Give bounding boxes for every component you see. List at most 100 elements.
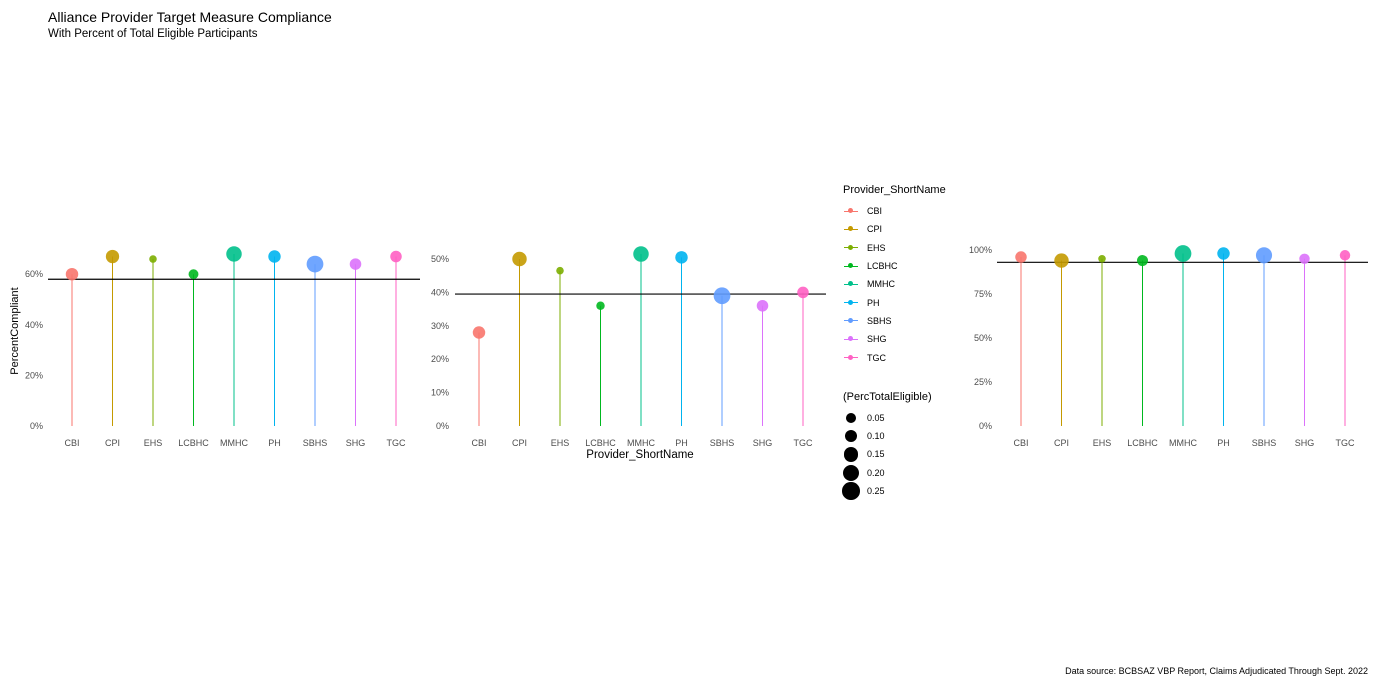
size-legend-label: 0.25 — [867, 486, 885, 496]
y-tick-label: 10% — [431, 388, 449, 398]
size-legend-item: 0.15 — [843, 445, 946, 463]
size-legend-item: 0.20 — [842, 464, 946, 482]
x-tick-label: CBI — [64, 438, 79, 448]
x-tick-label: TGC — [794, 438, 813, 448]
legend-label: MMHC — [867, 279, 895, 290]
y-tick-label: 20% — [25, 370, 43, 380]
x-axis-label: Provider_ShortName — [586, 449, 694, 461]
size-legend-label: 0.20 — [867, 467, 885, 478]
data-point-tgc — [797, 286, 809, 299]
x-tick-label: EHS — [144, 438, 163, 448]
data-point-ehs — [1098, 255, 1106, 263]
y-tick-label: 0% — [30, 421, 43, 431]
x-tick-label: EHS — [1093, 438, 1112, 448]
size-legend-label: 0.05 — [867, 412, 885, 423]
x-tick-label: TGC — [1336, 438, 1355, 448]
size-legend-key — [843, 409, 859, 427]
legend-key — [843, 312, 859, 330]
data-point-cpi — [512, 251, 527, 267]
size-legend: (PercTotalEligible) 0.05 0.10 0.15 0.20 0.25 — [842, 390, 946, 500]
data-point-mmhc — [1174, 245, 1192, 262]
y-tick-label: 100% — [969, 245, 992, 255]
y-tick-label: 0% — [436, 421, 449, 431]
legend-item-shg: SHG — [843, 330, 946, 348]
legend-key — [843, 294, 859, 312]
data-point-tgc — [390, 250, 402, 263]
size-legend-key — [843, 427, 859, 445]
legend-label: TGC — [867, 352, 886, 363]
x-tick-label: LCBHC — [178, 438, 209, 448]
y-tick-label: 40% — [25, 320, 43, 330]
x-tick-label: SHG — [346, 438, 366, 448]
size-legend-label: 0.15 — [867, 449, 885, 460]
size-legend-item: 0.05 — [843, 409, 946, 427]
legend: Provider_ShortName CBI CPI EHS LCBHC MMHC PH S… — [842, 184, 946, 500]
data-point-cbi — [65, 267, 79, 281]
chart-title: Alliance Provider Target Measure Complia… — [48, 9, 332, 25]
data-point-ph — [675, 251, 688, 264]
data-point-lcbhc — [596, 301, 605, 310]
data-point-shg — [349, 258, 362, 270]
legend-label: LCBHC — [867, 261, 898, 272]
x-tick-label: SBHS — [303, 438, 328, 448]
legend-label: CBI — [867, 206, 883, 217]
x-tick-label: MMHC — [1169, 438, 1197, 448]
data-point-tgc — [1339, 250, 1351, 261]
y-tick-label: 20% — [431, 354, 449, 364]
legend-key — [843, 330, 859, 348]
x-tick-label: EHS — [551, 438, 570, 448]
legend-item-cbi: CBI — [843, 202, 946, 220]
x-tick-label: PH — [1217, 438, 1230, 448]
data-point-cbi — [1015, 251, 1027, 263]
size-legend-item: 0.10 — [843, 427, 946, 445]
legend-item-mmhc: MMHC — [843, 275, 946, 293]
x-tick-label: CBI — [1013, 438, 1028, 448]
data-point-ph — [268, 250, 281, 263]
legend-label: EHS — [867, 242, 886, 253]
x-tick-label: MMHC — [220, 438, 248, 448]
size-legend-label: 0.10 — [867, 431, 885, 442]
y-axis-label: PercentCompliant — [9, 287, 21, 375]
y-tick-label: 40% — [431, 287, 449, 297]
size-legend-title: (PercTotalEligible) — [843, 390, 932, 403]
legend-item-sbhs: SBHS — [843, 312, 946, 330]
data-point-sbhs — [1255, 247, 1273, 264]
legend-label: SBHS — [867, 315, 892, 326]
data-point-cpi — [105, 249, 120, 264]
data-source-caption: Data source: BCBSAZ VBP Report, Claims A… — [1065, 666, 1368, 676]
legend-key — [843, 220, 859, 238]
y-tick-label: 60% — [25, 269, 43, 279]
legend-label: CPI — [867, 224, 883, 235]
legend-key — [843, 349, 859, 367]
legend-key — [843, 257, 859, 275]
x-tick-label: MMHC — [627, 438, 655, 448]
data-point-shg — [1299, 253, 1310, 265]
size-legend-key — [842, 464, 860, 482]
legend-item-ehs: EHS — [843, 239, 946, 257]
x-tick-label: CPI — [105, 438, 120, 448]
x-tick-label: TGC — [387, 438, 406, 448]
x-tick-label: SHG — [1295, 438, 1315, 448]
y-tick-label: 25% — [974, 377, 992, 387]
data-point-ph — [1217, 247, 1230, 260]
y-tick-label: 75% — [974, 289, 992, 299]
data-point-lcbhc — [188, 269, 199, 280]
data-point-sbhs — [306, 255, 324, 273]
legend-item-ph: PH — [843, 293, 946, 311]
x-tick-label: LCBHC — [585, 438, 616, 448]
legend-key — [843, 275, 859, 293]
data-point-sbhs — [713, 287, 731, 305]
x-tick-label: CPI — [512, 438, 527, 448]
data-point-ehs — [149, 255, 157, 263]
x-tick-label: CPI — [1054, 438, 1069, 448]
data-point-cpi — [1054, 253, 1069, 268]
legend-item-cpi: CPI — [843, 220, 946, 238]
legend-item-tgc: TGC — [843, 348, 946, 366]
data-point-mmhc — [633, 246, 649, 262]
x-tick-label: CBI — [471, 438, 486, 448]
legend-label: SHG — [867, 334, 887, 345]
y-tick-label: 0% — [979, 421, 992, 431]
chart-subtitle: With Percent of Total Eligible Participa… — [48, 28, 258, 40]
x-tick-label: SBHS — [1252, 438, 1277, 448]
